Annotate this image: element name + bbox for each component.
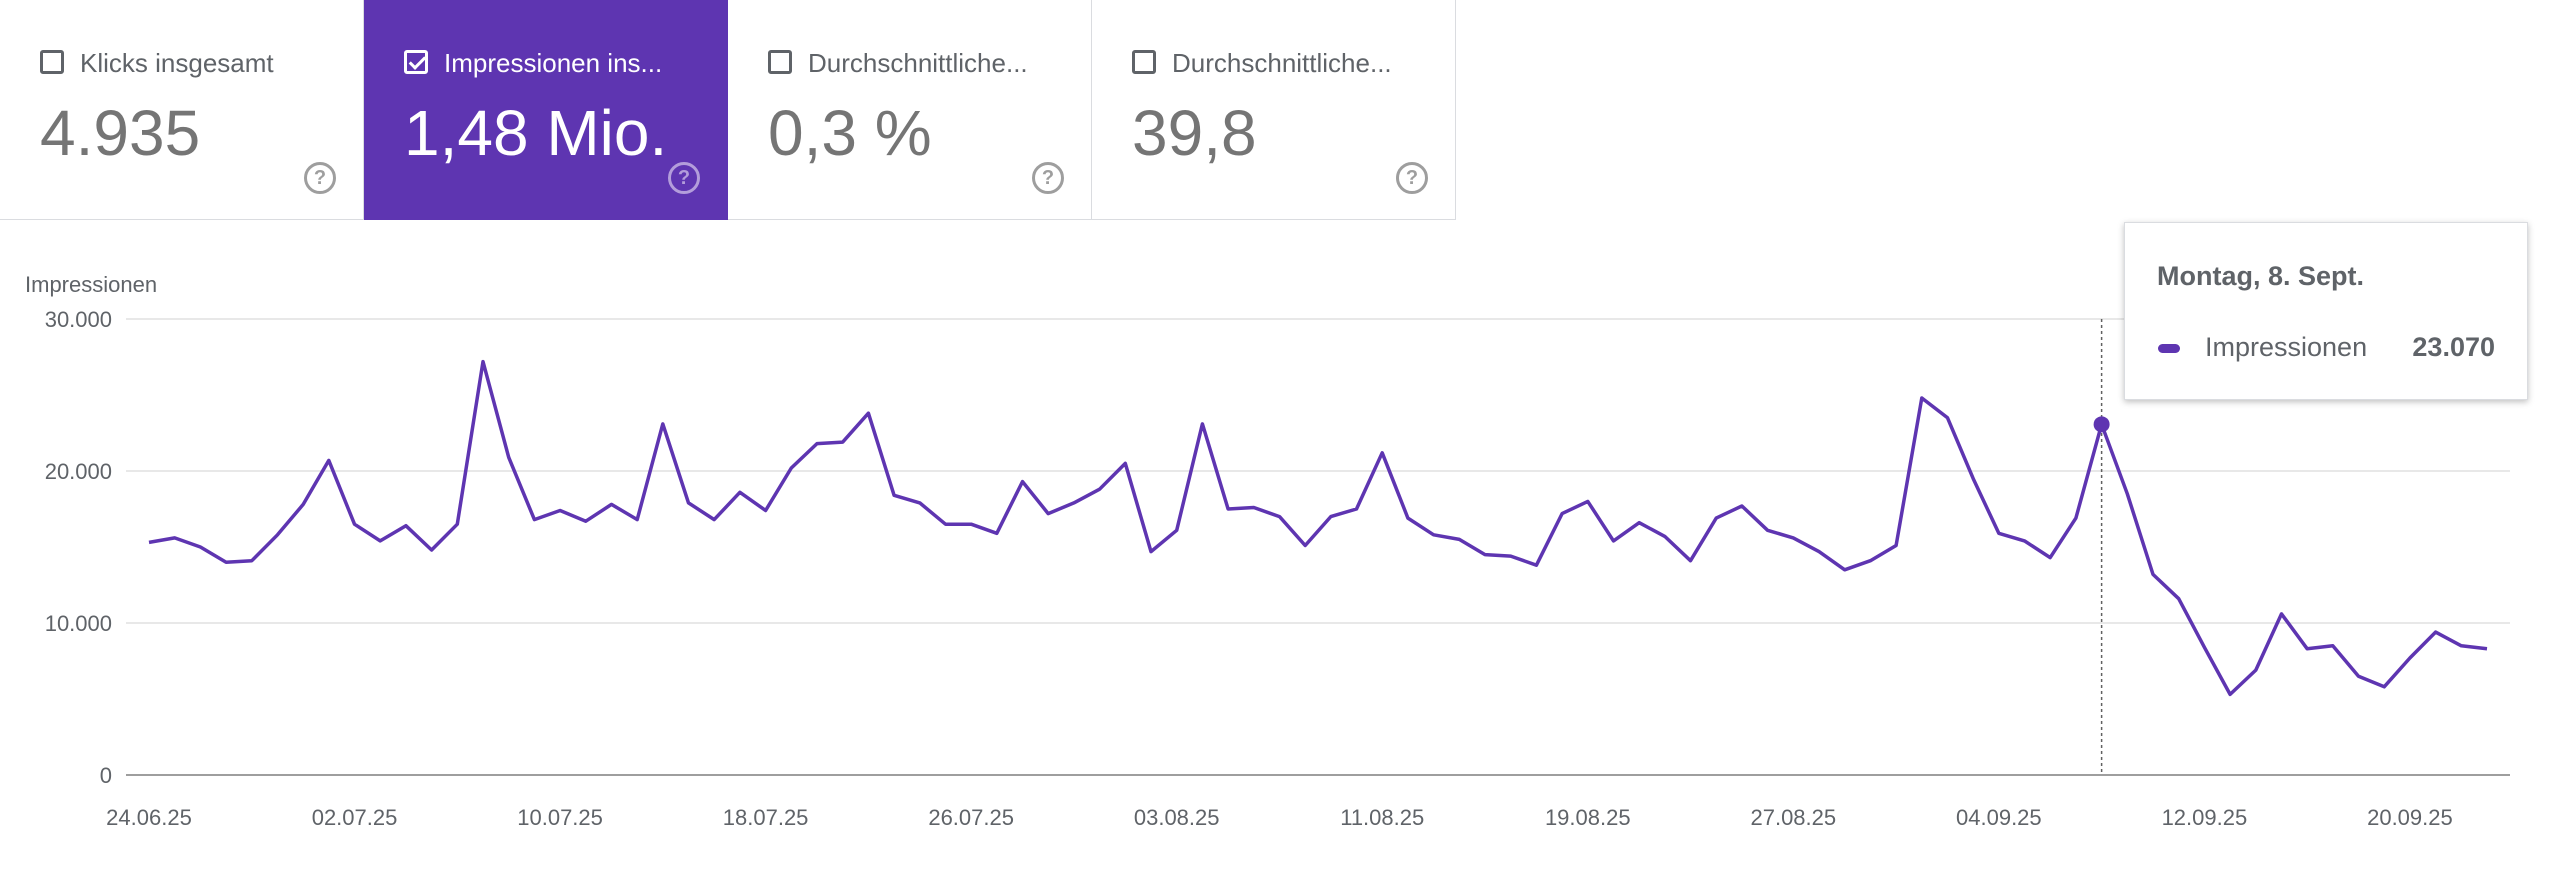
y-tick-label: 30.000 [45,307,112,332]
help-icon[interactable]: ? [668,162,700,194]
metric-label-ctr: Durchschnittliche... [808,48,1028,78]
x-tick-label: 24.06.25 [106,805,192,830]
y-tick-label: 0 [100,763,112,788]
x-tick-label: 27.08.25 [1750,805,1836,830]
x-tick-label: 04.09.25 [1956,805,2042,830]
series-line [148,359,2488,697]
help-icon[interactable]: ? [1032,162,1064,194]
metric-card-clicks[interactable]: Klicks insgesamt 4.935 ? [0,0,364,220]
x-tick-label: 02.07.25 [312,805,398,830]
metric-label-impressions: Impressionen ins... [444,48,663,78]
metric-label-clicks: Klicks insgesamt [80,48,274,78]
x-tick-label: 11.08.25 [1340,805,1424,830]
metric-card-ctr[interactable]: Durchschnittliche... 0,3 % ? [728,0,1092,220]
metric-value-clicks: 4.935 [40,97,201,169]
highlight-point [2093,416,2110,433]
tooltip-series-swatch [2158,344,2180,353]
metric-label-position: Durchschnittliche... [1172,48,1392,78]
chart-grid [126,318,2510,776]
chart-tooltip: Montag, 8. Sept. Impressionen 23.070 [2124,222,2528,400]
y-axis-ticks: 0 10.000 20.000 30.000 [45,307,112,788]
metric-cards: Klicks insgesamt 4.935 ? Impressionen in… [0,0,1456,221]
x-tick-label: 12.09.25 [2162,805,2248,830]
x-tick-label: 03.08.25 [1134,805,1220,830]
metric-value-ctr: 0,3 % [768,97,932,169]
impressions-chart[interactable]: Impressionen 0 10.000 20.000 30.000 24.06.2… [0,260,2560,877]
checkbox-position[interactable] [1132,50,1156,74]
checkbox-ctr[interactable] [768,50,792,74]
metric-value-position: 39,8 [1132,97,1257,169]
tooltip-date: Montag, 8. Sept. [2157,261,2365,291]
x-tick-label: 19.08.25 [1545,805,1631,830]
y-axis-label: Impressionen [25,272,157,297]
help-icon[interactable]: ? [1396,162,1428,194]
y-tick-label: 20.000 [45,459,112,484]
metric-card-impressions[interactable]: Impressionen ins... 1,48 Mio. ? [364,0,728,220]
x-tick-label: 20.09.25 [2367,805,2453,830]
metric-card-position[interactable]: Durchschnittliche... 39,8 ? [1092,0,1456,220]
x-tick-label: 18.07.25 [723,805,809,830]
x-tick-label: 26.07.25 [928,805,1014,830]
x-axis-ticks: 24.06.25 02.07.25 10.07.25 18.07.25 26.07.25… [106,805,2453,830]
checkbox-clicks[interactable] [40,50,64,74]
help-icon[interactable]: ? [304,162,336,194]
metric-value-impressions: 1,48 Mio. [404,97,668,169]
tooltip-value: 23.070 [2412,332,2495,362]
x-tick-label: 10.07.25 [517,805,603,830]
tooltip-series-name: Impressionen [2205,332,2368,362]
checkbox-impressions[interactable] [404,50,428,74]
series-impressions [148,359,2488,697]
y-tick-label: 10.000 [45,611,112,636]
